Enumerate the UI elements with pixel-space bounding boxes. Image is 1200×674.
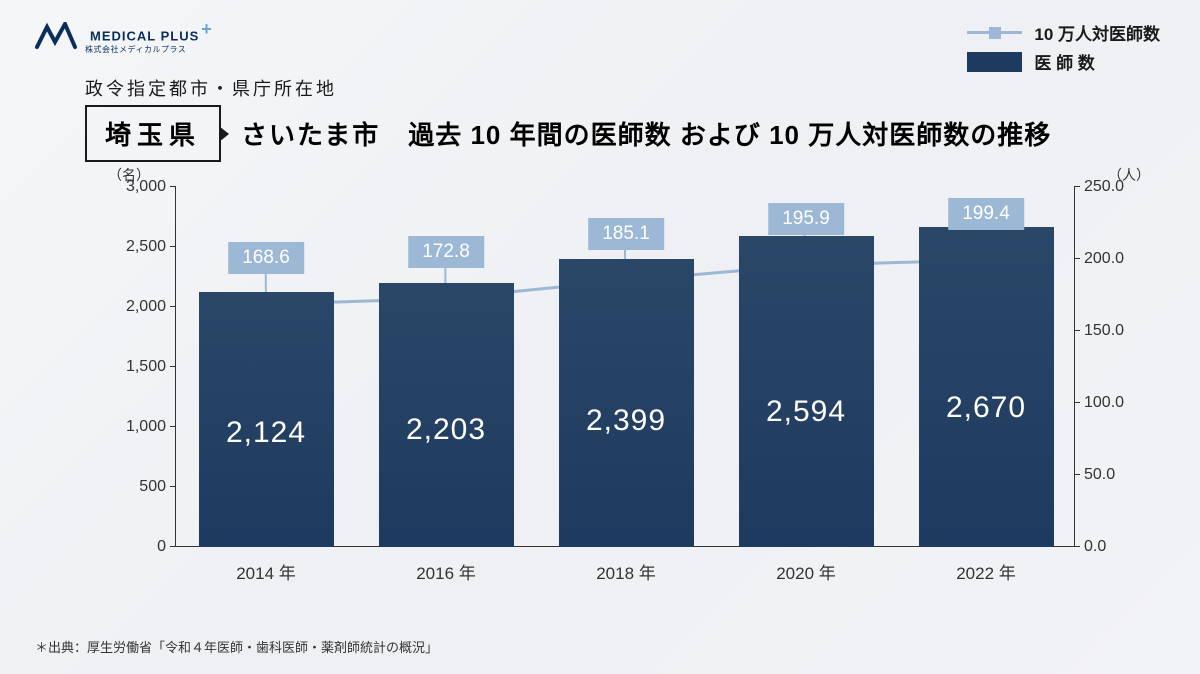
line-callout: 199.4: [948, 198, 1024, 230]
source-note: ＊出典：厚生労働省「令和４年医師・歯科医師・薬剤師統計の概況」: [35, 637, 438, 656]
legend: 10 万人対医師数 医 師 数: [967, 20, 1160, 78]
bar: 2,670: [919, 227, 1054, 547]
x-label: 2020 年: [776, 559, 836, 584]
y-left-tick: 0: [157, 538, 166, 556]
y-right-tick: 250.0: [1084, 178, 1124, 196]
y-left-tick: 1,500: [126, 358, 166, 376]
y-left-tick: 2,500: [126, 238, 166, 256]
y-left-tick: 3,000: [126, 178, 166, 196]
y-right-tick: 150.0: [1084, 322, 1124, 340]
bar-value: 2,399: [559, 404, 694, 438]
y-right-tick: 100.0: [1084, 394, 1124, 412]
title-row: 埼玉県 さいたま市 過去 10 年間の医師数 および 10 万人対医師数の推移: [85, 105, 1051, 162]
bar: 2,124: [199, 292, 334, 547]
subtitle: 政令指定都市・県庁所在地: [85, 75, 337, 101]
line-callout: 168.6: [228, 242, 304, 274]
x-label: 2018 年: [596, 559, 656, 584]
bar: 2,399: [559, 259, 694, 547]
y-right-tick: 50.0: [1084, 466, 1115, 484]
logo: MEDICAL PLUS+ 株式会社メディカルプラス: [35, 20, 213, 55]
line-callout: 172.8: [408, 236, 484, 268]
line-callout: 195.9: [768, 203, 844, 235]
prefecture-box: 埼玉県: [85, 105, 221, 162]
line-marker-icon: [967, 31, 1022, 34]
bar-value: 2,670: [919, 391, 1054, 425]
x-label: 2014 年: [236, 559, 296, 584]
bar: 2,594: [739, 236, 874, 547]
plus-icon: +: [201, 19, 213, 39]
bar-value: 2,594: [739, 395, 874, 429]
line-callout: 185.1: [588, 218, 664, 250]
legend-bar-label: 医 師 数: [1034, 49, 1094, 74]
y-left-tick: 1,000: [126, 418, 166, 436]
chart-area: （名） （人） 05001,0001,5002,0002,5003,0000.0…: [100, 165, 1120, 585]
plot-area: 05001,0001,5002,0002,5003,0000.050.0100.…: [175, 187, 1075, 547]
logo-brand: MEDICAL PLUS+: [90, 20, 213, 44]
legend-bar-item: 医 師 数: [967, 49, 1160, 74]
legend-line-label: 10 万人対医師数: [1034, 20, 1160, 45]
x-label: 2016 年: [416, 559, 476, 584]
bar-value: 2,124: [199, 416, 334, 450]
y-left-tick: 2,000: [126, 298, 166, 316]
city-name: さいたま市: [241, 115, 380, 152]
chart-title: 過去 10 年間の医師数 および 10 万人対医師数の推移: [408, 115, 1051, 152]
bar: 2,203: [379, 283, 514, 547]
x-label: 2022 年: [956, 559, 1016, 584]
logo-mark-icon: [35, 22, 85, 52]
logo-subtitle: 株式会社メディカルプラス: [85, 44, 213, 55]
legend-line-item: 10 万人対医師数: [967, 20, 1160, 45]
bar-value: 2,203: [379, 413, 514, 447]
y-right-tick: 0.0: [1084, 538, 1106, 556]
y-left-tick: 500: [139, 478, 166, 496]
y-right-tick: 200.0: [1084, 250, 1124, 268]
bar-swatch-icon: [967, 52, 1022, 72]
